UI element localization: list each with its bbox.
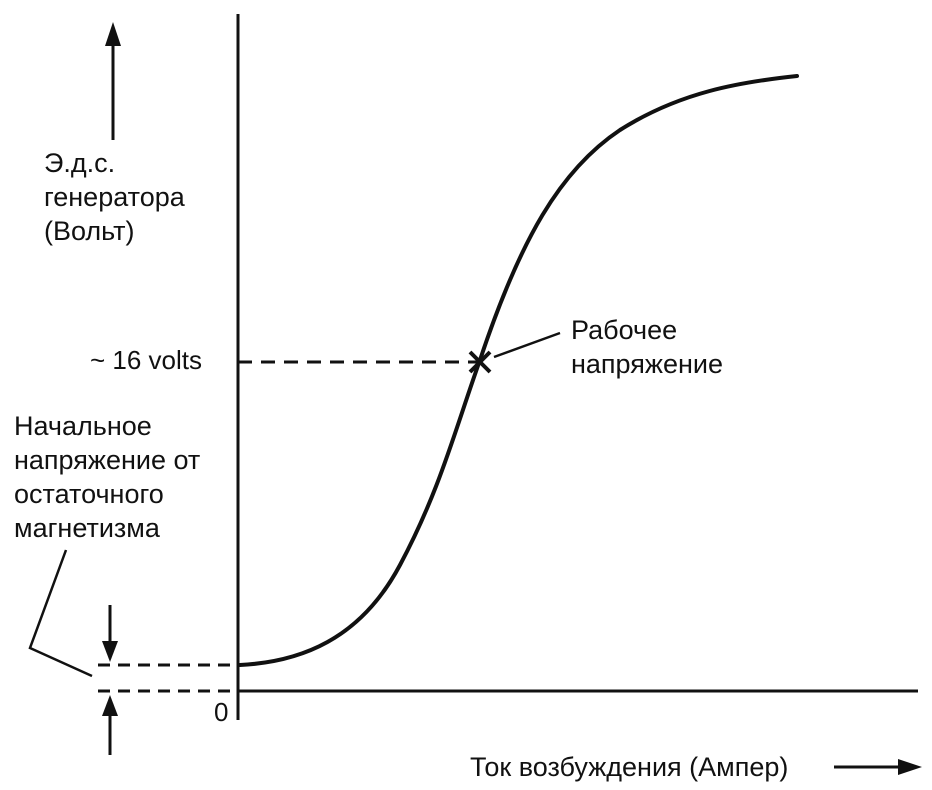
operating-point-annotation-line-2: напряжение: [571, 349, 723, 379]
y-axis-label-line-3: (Вольт): [44, 216, 135, 246]
y-axis-label-line-1: Э.д.с.: [44, 148, 115, 178]
residual-annotation-line-1: Начальное: [14, 411, 152, 441]
y-axis-label-line-2: генератора: [44, 182, 186, 212]
operating-voltage-label: ~ 16 volts: [90, 345, 202, 375]
operating-point-marker-icon: [468, 350, 492, 374]
operating-point-leader: [493, 331, 561, 359]
origin-label: 0: [214, 697, 228, 727]
residual-arrow-up-icon: [102, 695, 118, 716]
residual-annotation-line-3: остаточного: [14, 479, 164, 509]
residual-annotation-line-4: магнетизма: [14, 513, 161, 543]
residual-annotation-line-2: напряжение от: [14, 445, 200, 475]
residual-arrow-down-icon: [102, 641, 118, 662]
x-axis-label: Ток возбуждения (Ампер): [470, 752, 788, 782]
y-axis-arrow-head-icon: [105, 22, 121, 46]
operating-point-annotation-line-1: Рабочее: [571, 315, 677, 345]
residual-leader: [28, 549, 93, 678]
x-axis-arrow-head-icon: [898, 759, 922, 775]
